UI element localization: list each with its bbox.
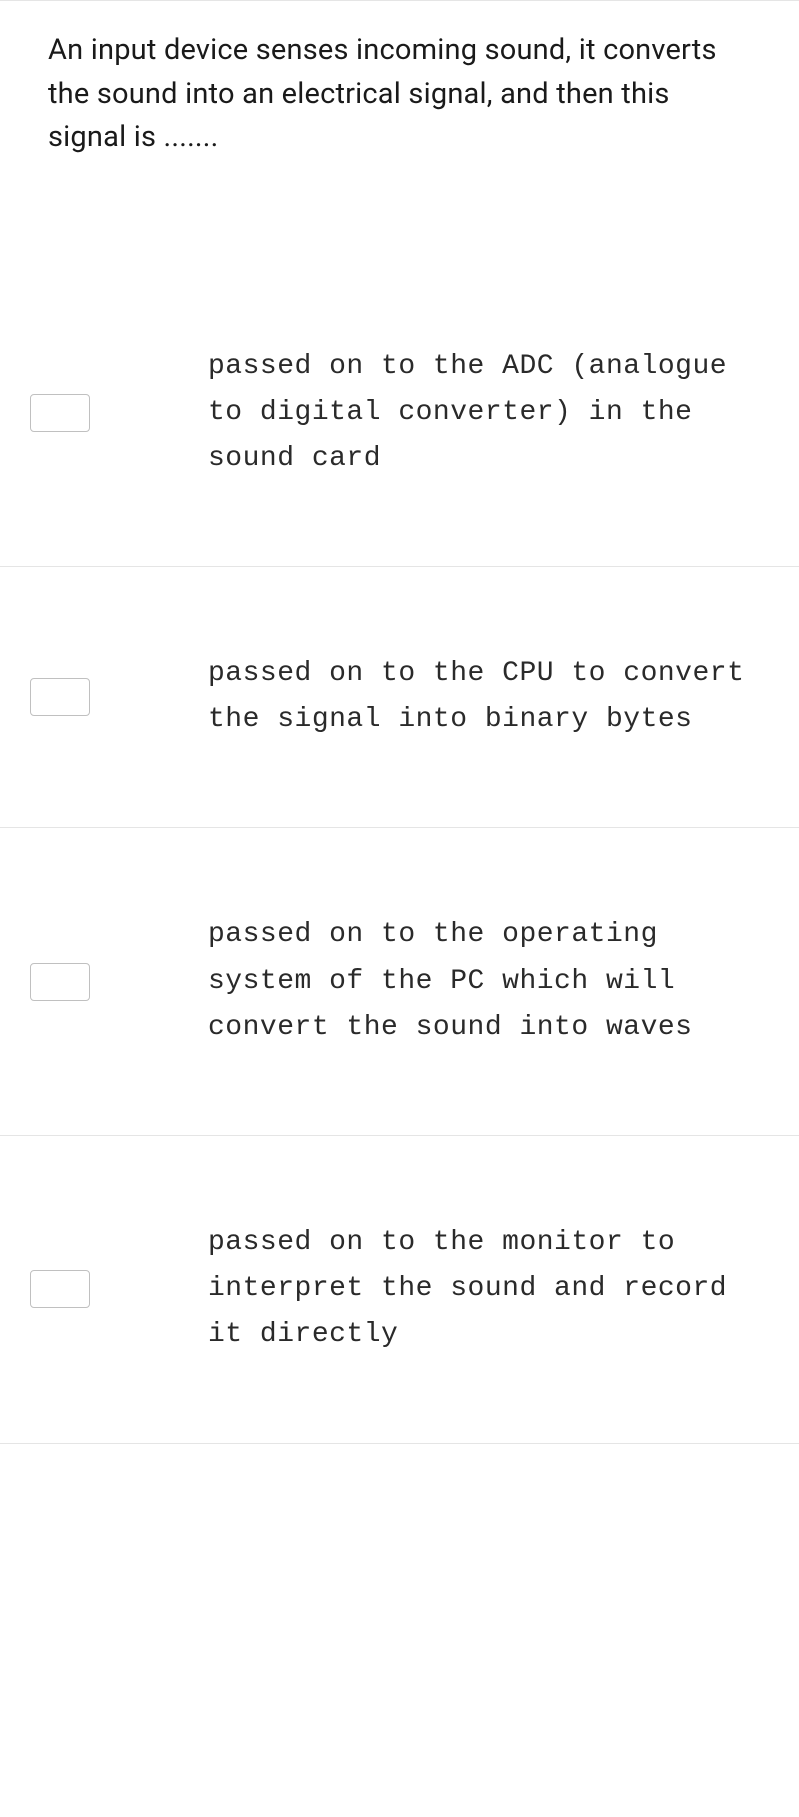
- option-row[interactable]: passed on to the CPU to convert the sign…: [0, 567, 799, 828]
- option-row[interactable]: passed on to the ADC (analogue to digita…: [0, 260, 799, 568]
- question-container: An input device senses incoming sound, i…: [0, 0, 799, 160]
- option-label: passed on to the operating system of the…: [208, 912, 769, 1051]
- option-checkbox-3[interactable]: [30, 1270, 90, 1308]
- option-checkbox-0[interactable]: [30, 394, 90, 432]
- option-row[interactable]: passed on to the operating system of the…: [0, 828, 799, 1136]
- option-checkbox-2[interactable]: [30, 963, 90, 1001]
- question-text: An input device senses incoming sound, i…: [48, 29, 751, 160]
- option-checkbox-1[interactable]: [30, 678, 90, 716]
- option-label: passed on to the monitor to interpret th…: [208, 1220, 769, 1359]
- options-list: passed on to the ADC (analogue to digita…: [0, 260, 799, 1444]
- option-row[interactable]: passed on to the monitor to interpret th…: [0, 1136, 799, 1444]
- option-label: passed on to the ADC (analogue to digita…: [208, 344, 769, 483]
- option-label: passed on to the CPU to convert the sign…: [208, 651, 769, 743]
